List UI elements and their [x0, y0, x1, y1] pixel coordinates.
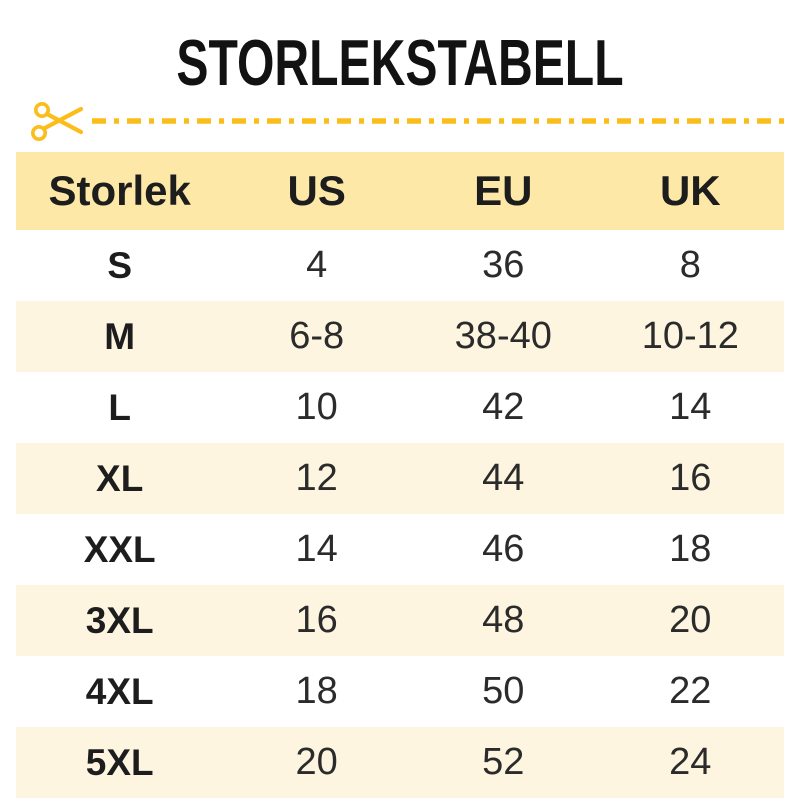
size-label: L: [108, 386, 131, 428]
table-body: S 4 36 8 M 6-8 38-40 10-12 L 10 42 14 XL 12 44 16 XXL 14 4…: [16, 230, 784, 798]
size-label: M: [104, 315, 136, 357]
size-label: XL: [96, 457, 144, 499]
table-row: 3XL 16 48 20: [16, 585, 784, 656]
size-value: 42: [482, 386, 525, 428]
size-label: XXL: [83, 528, 156, 570]
size-value: 38-40: [454, 315, 552, 357]
size-value: 8: [679, 244, 701, 286]
table-header-row: Storlek US EU UK: [16, 152, 784, 230]
size-value: 20: [295, 741, 338, 783]
size-value: 36: [482, 244, 525, 286]
size-value: 18: [669, 528, 712, 570]
table-row: S 4 36 8: [16, 230, 784, 301]
size-value: 10-12: [641, 315, 739, 357]
size-value: 12: [295, 457, 338, 499]
cut-line-divider: [30, 102, 790, 141]
table-row: 5XL 20 52 24: [16, 727, 784, 798]
table-row: M 6-8 38-40 10-12: [16, 301, 784, 372]
size-value: 10: [295, 386, 338, 428]
size-value: 6-8: [289, 315, 345, 357]
scissors-icon: [30, 102, 84, 141]
size-value: 16: [669, 457, 712, 499]
size-value: 20: [669, 599, 712, 641]
size-value: 52: [482, 741, 525, 783]
table-row: L 10 42 14: [16, 372, 784, 443]
size-value: 16: [295, 599, 338, 641]
column-header-uk: UK: [659, 167, 721, 214]
size-value: 24: [669, 741, 712, 783]
size-label: 3XL: [85, 599, 154, 641]
size-value: 50: [482, 670, 525, 712]
size-value: 14: [669, 386, 712, 428]
size-value: 18: [295, 670, 338, 712]
column-header-storlek: Storlek: [48, 167, 191, 214]
size-label: S: [107, 244, 133, 286]
page-title: STORLEKSTABELL: [176, 26, 624, 99]
table-row: XXL 14 46 18: [16, 514, 784, 585]
size-value: 44: [482, 457, 525, 499]
size-chart-table: Storlek US EU UK S 4 36 8 M 6-8 38-40 10-12 L 10 42 14…: [16, 152, 784, 798]
table-row: XL 12 44 16: [16, 443, 784, 514]
size-value: 48: [482, 599, 525, 641]
table-row: 4XL 18 50 22: [16, 656, 784, 727]
size-label: 4XL: [85, 670, 154, 712]
column-header-eu: EU: [474, 167, 533, 214]
column-header-us: US: [287, 167, 346, 214]
size-label: 5XL: [85, 741, 154, 783]
size-value: 46: [482, 528, 525, 570]
size-value: 4: [306, 244, 328, 286]
size-value: 22: [669, 670, 712, 712]
size-value: 14: [295, 528, 338, 570]
table-header: Storlek US EU UK: [16, 152, 784, 230]
